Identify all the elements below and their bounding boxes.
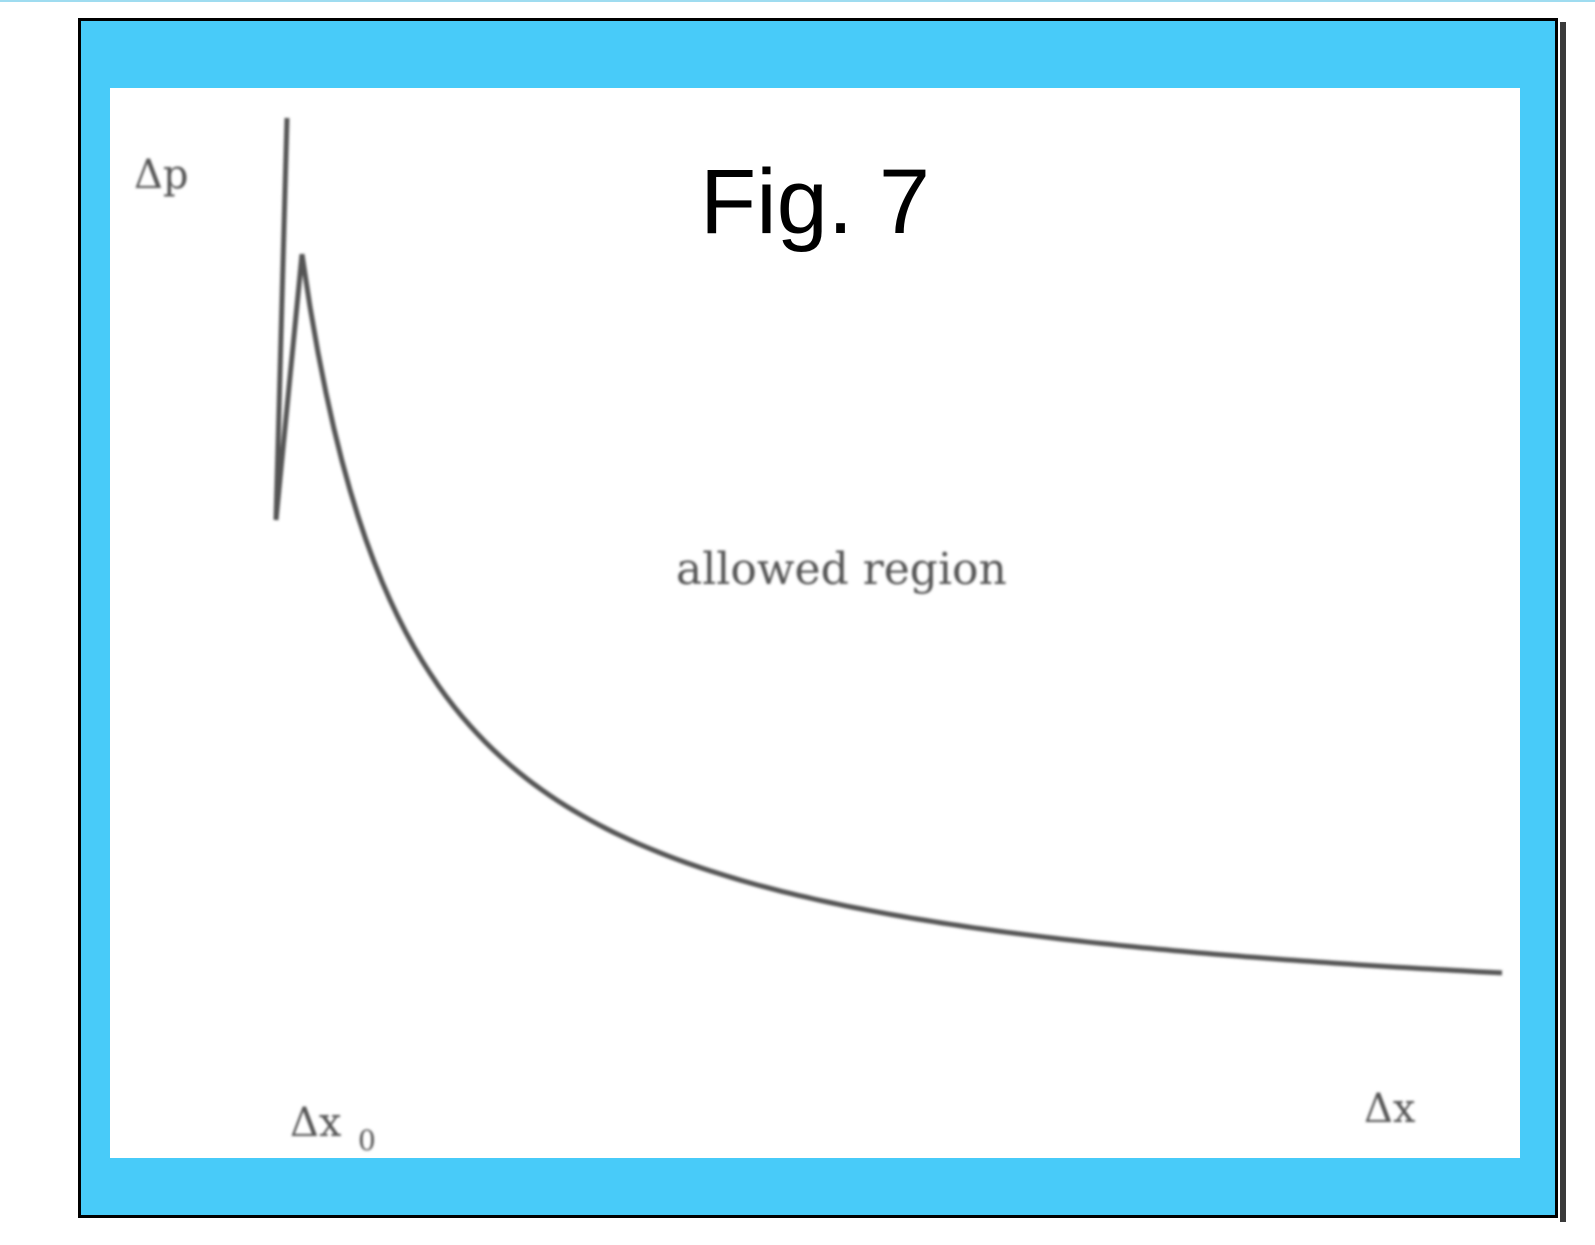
slide-frame-shadow [1560,22,1566,1222]
figure-title: Fig. 7 [700,151,931,253]
x0-marker-subscript: 0 [358,1124,376,1157]
allowed-region-label: allowed region [676,544,1007,595]
figure-panel [110,88,1520,1158]
x0-marker-label: Δx [290,1100,342,1146]
y-axis-label: Δp [134,152,189,198]
boundary-curve [273,117,1503,976]
x-axis-label: Δx [1364,1086,1416,1132]
top-accent-line [0,0,1595,2]
